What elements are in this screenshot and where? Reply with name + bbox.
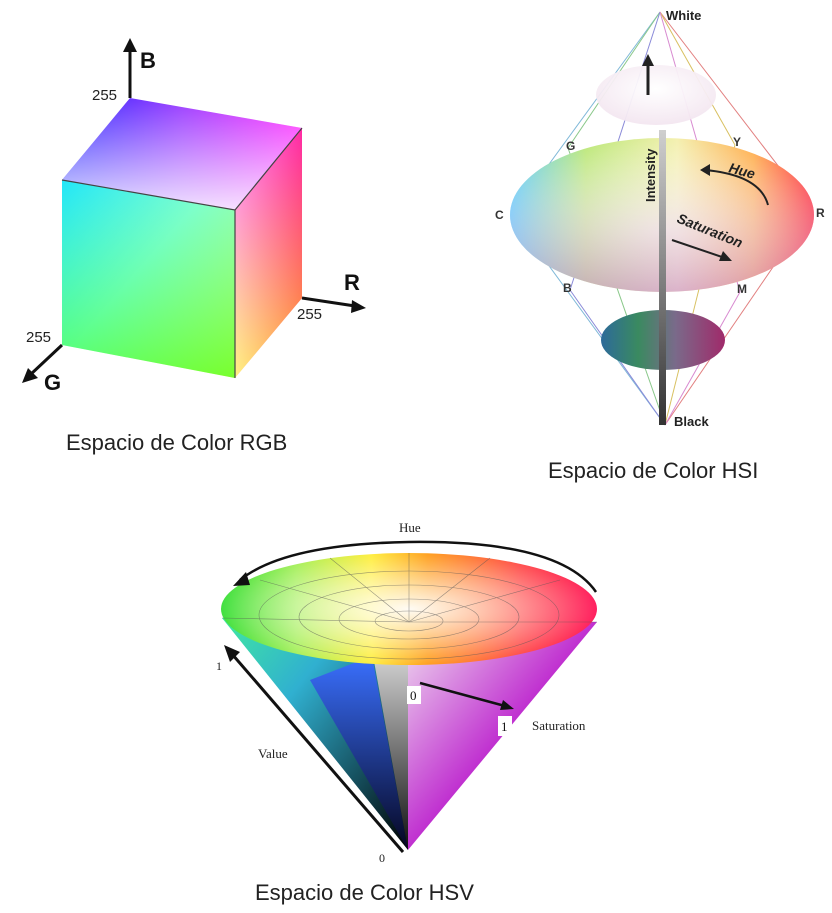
hsi-y-label: Y	[733, 135, 741, 149]
hsv-value-label: Value	[258, 746, 288, 761]
hsv-saturation-one: 1	[501, 719, 508, 734]
hsv-value-top: 1	[216, 659, 222, 673]
g-axis-max: 255	[26, 329, 51, 346]
hsi-c-label: C	[495, 208, 504, 222]
hsv-saturation-zero: 0	[410, 688, 417, 703]
hsv-cone-diagram: Hue Value 1 0 0 1 Saturation	[216, 520, 598, 865]
g-axis-label: G	[44, 370, 61, 395]
hsv-hue-arrow	[239, 540, 598, 593]
hsi-hue-label: Hue	[727, 159, 757, 181]
hsi-top-disc	[596, 65, 716, 125]
hsi-black-label: Black	[674, 414, 709, 429]
g-axis	[28, 343, 64, 377]
g-axis-arrowhead	[22, 368, 38, 383]
rgb-cube-diagram: B 255 R 255 G 255	[22, 38, 366, 395]
b-axis-max: 255	[92, 87, 117, 104]
hsv-value-arrow	[230, 653, 405, 853]
r-axis-label: R	[344, 270, 360, 295]
hsi-m-label: M	[737, 282, 747, 296]
intensity-arrowhead	[642, 54, 654, 66]
hsi-hue-arrow	[704, 169, 769, 206]
hsv-cone-grey-axis-face	[372, 622, 408, 850]
b-axis-label: B	[140, 48, 156, 73]
hsv-cone-blue-wedge	[310, 656, 408, 850]
intensity-label: Intensity	[643, 148, 658, 202]
hsi-saturation-arrow	[671, 239, 726, 259]
hsi-r-label: R	[816, 206, 825, 220]
hsi-g-label: G	[566, 139, 575, 153]
hsi-white-label: White	[666, 8, 701, 23]
rgb-caption: Espacio de Color RGB	[66, 430, 288, 455]
hsv-hue-label: Hue	[399, 520, 421, 535]
hsi-caption: Espacio de Color HSI	[548, 458, 759, 483]
r-axis-arrowhead	[351, 300, 366, 313]
intensity-axis	[659, 130, 666, 425]
hsv-saturation-label: Saturation	[532, 718, 586, 733]
hsv-top-grid	[221, 553, 597, 660]
hsi-b-label: B	[563, 281, 572, 295]
hsv-caption: Espacio de Color HSV	[255, 880, 474, 905]
r-axis	[301, 296, 356, 308]
b-axis-arrowhead	[123, 38, 137, 52]
hsi-double-cone-diagram: Intensity Hue Saturation White Black G Y…	[495, 8, 825, 429]
hsv-saturation-arrow	[419, 681, 506, 708]
hsv-value-bottom: 0	[379, 851, 385, 865]
r-axis-max: 255	[297, 306, 322, 323]
